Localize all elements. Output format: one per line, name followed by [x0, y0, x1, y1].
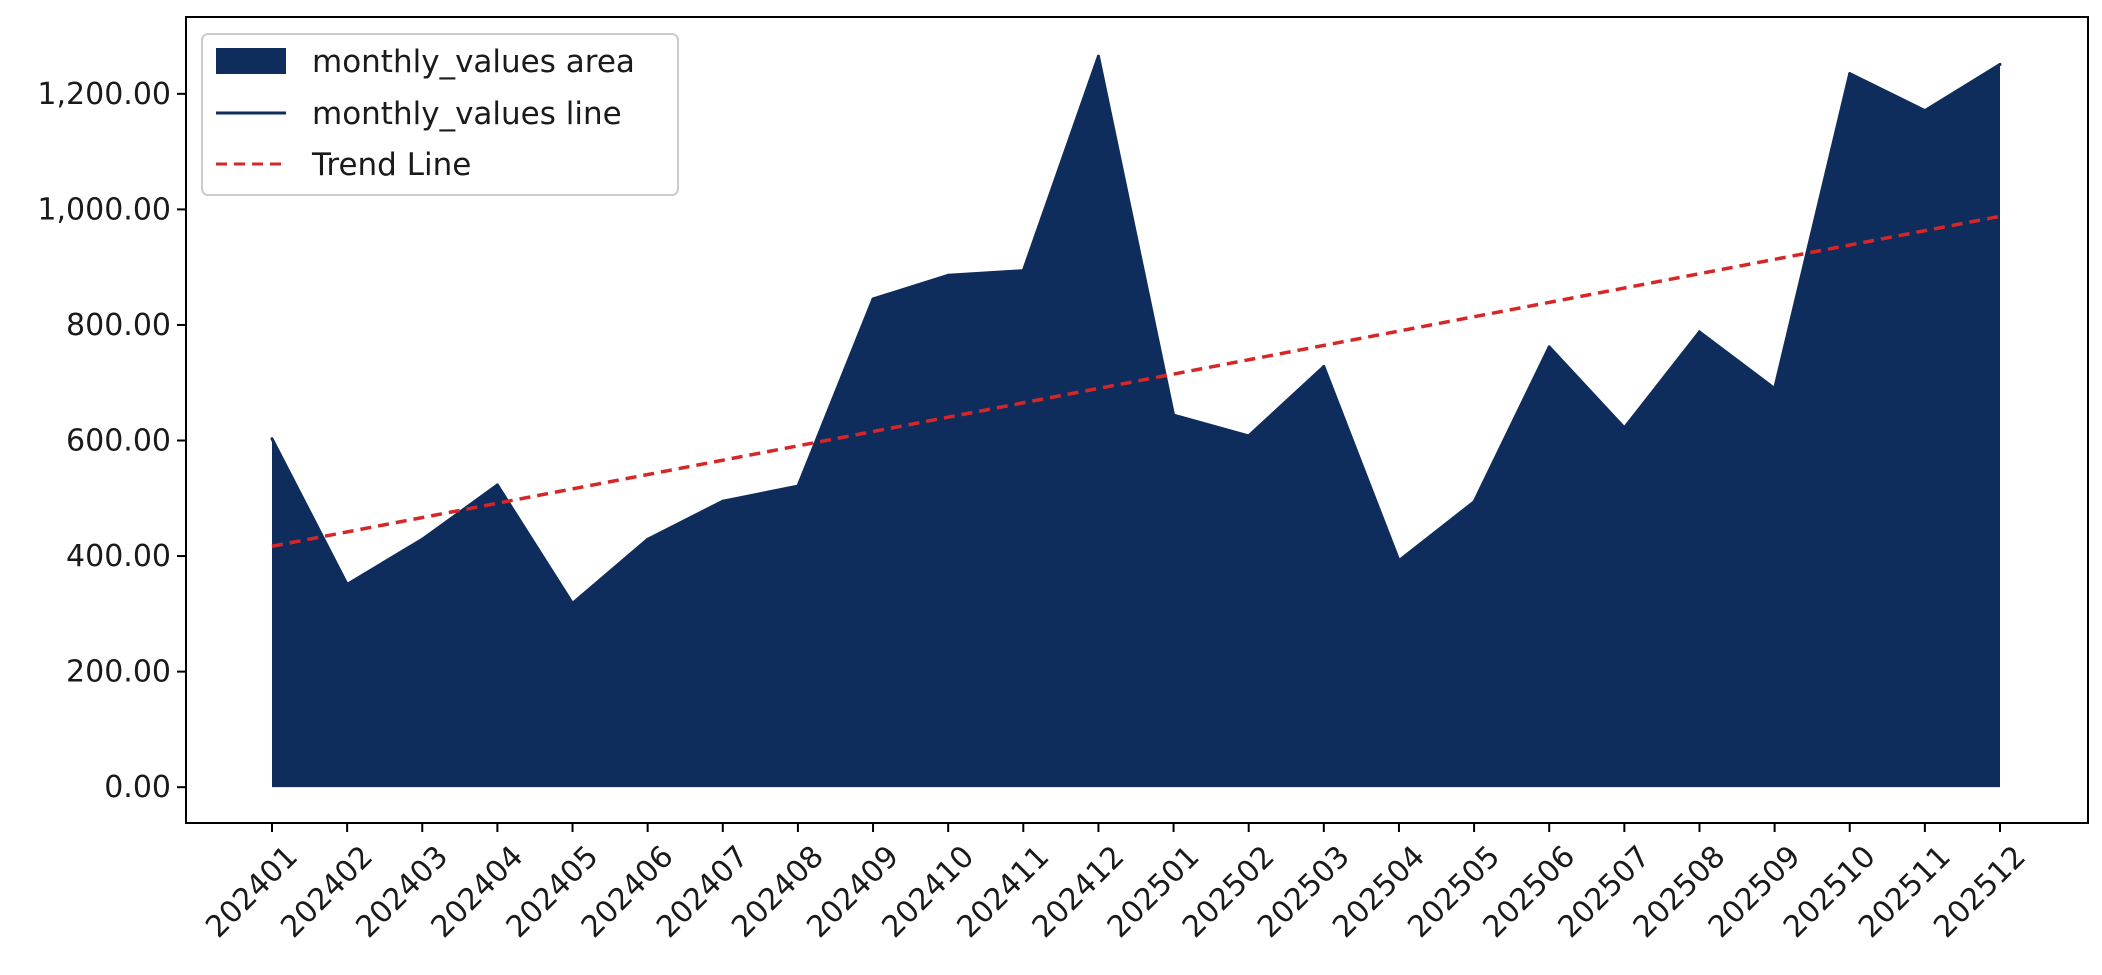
- data-point: [1622, 426, 1626, 430]
- y-tick-label: 1,200.00: [37, 77, 171, 112]
- data-point: [270, 437, 274, 441]
- legend: monthly_values area monthly_values line …: [201, 33, 679, 196]
- data-point: [1172, 413, 1176, 417]
- data-point: [571, 601, 575, 605]
- data-point: [1998, 62, 2002, 66]
- y-tick-label: 600.00: [66, 424, 171, 459]
- data-point: [1547, 345, 1551, 349]
- legend-label-line: monthly_values line: [312, 96, 622, 132]
- data-point: [946, 273, 950, 277]
- data-point: [1848, 72, 1852, 76]
- data-point: [1247, 434, 1251, 438]
- data-point: [646, 537, 650, 541]
- y-tick-label: 0.00: [104, 770, 171, 805]
- data-point: [796, 484, 800, 488]
- legend-area-swatch: [216, 48, 286, 74]
- plot-area: [270, 54, 2002, 788]
- legend-label-area: monthly_values area: [312, 44, 635, 80]
- data-point: [1923, 109, 1927, 113]
- y-tick-label: 400.00: [66, 539, 171, 574]
- data-point: [420, 537, 424, 541]
- data-point: [1397, 559, 1401, 563]
- legend-box: [201, 33, 679, 196]
- data-point: [495, 483, 499, 487]
- data-point: [721, 499, 725, 503]
- series-line-monthly-values: [270, 54, 2001, 605]
- data-point: [1472, 500, 1476, 504]
- data-point: [1096, 54, 1100, 58]
- series-trend-line: [271, 214, 2001, 548]
- y-tick-label: 1,000.00: [37, 192, 171, 227]
- legend-label-trend: Trend Line: [311, 147, 471, 183]
- data-point: [871, 297, 875, 301]
- y-tick-label: 200.00: [66, 655, 171, 690]
- data-point: [345, 582, 349, 586]
- data-point: [1021, 269, 1025, 273]
- y-tick-label: 800.00: [66, 308, 171, 343]
- data-point: [1773, 387, 1777, 391]
- y-axis: 0.00 200.00 400.00 600.00 800.00 1,000.00 1,20…: [37, 77, 186, 805]
- data-point: [1697, 330, 1701, 334]
- plot-frame: [185, 16, 2089, 824]
- series-area-monthly-values: [272, 56, 2000, 788]
- data-point: [1322, 365, 1326, 369]
